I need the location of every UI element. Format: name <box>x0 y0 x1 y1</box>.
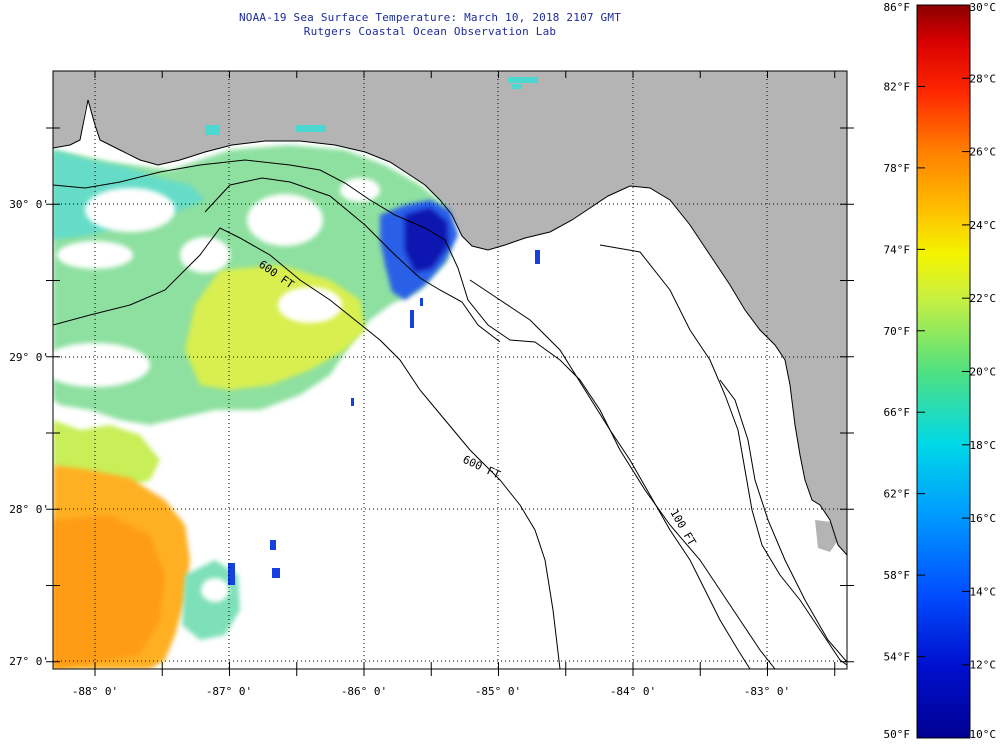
lon-label: -86° 0' <box>341 685 387 698</box>
lon-label: -88° 0' <box>72 685 118 698</box>
colorbar-c-label: 26°C <box>970 146 997 159</box>
colorbar-c-label: 18°C <box>970 439 997 452</box>
lon-axis: -88° 0' -87° 0' -86° 0' -85° 0' -84° 0' … <box>72 685 790 698</box>
lon-label: -84° 0' <box>610 685 656 698</box>
colorbar-c-label: 24°C <box>970 219 997 232</box>
colorbar-c-label: 14°C <box>970 585 997 598</box>
colorbar-f-label: 86°F <box>884 1 911 14</box>
map-frame <box>52 70 848 670</box>
lat-label: 29° 0' <box>9 351 49 364</box>
colorbar-f-label: 70°F <box>884 325 911 338</box>
land-mass <box>53 71 847 555</box>
colorbar-c-label: 22°C <box>970 292 997 305</box>
colorbar-c-label: 20°C <box>970 366 997 379</box>
colorbar-c-label: 12°C <box>970 659 997 672</box>
lon-label: -87° 0' <box>206 685 252 698</box>
colorbar-gradient <box>916 4 971 739</box>
colorbar-c-label: 28°C <box>970 72 997 85</box>
colorbar-f-label: 74°F <box>884 243 911 256</box>
map-title: NOAA-19 Sea Surface Temperature: March 1… <box>238 11 622 24</box>
sst-imagery <box>53 77 540 669</box>
colorbar-f-label: 54°F <box>884 651 911 664</box>
colorbar: 86°F 82°F 78°F 74°F 70°F 66°F 62°F 58°F 54°F 50°F… <box>884 1 997 741</box>
colorbar-f-label: 82°F <box>884 80 911 93</box>
colorbar-f-label: 66°F <box>884 406 911 419</box>
colorbar-f-label: 78°F <box>884 162 911 175</box>
axis-ticks <box>46 71 854 676</box>
colorbar-c-label: 30°C <box>970 1 997 14</box>
lon-label: -85° 0' <box>475 685 521 698</box>
lat-label: 27° 0' <box>9 655 49 668</box>
lat-label: 30° 0' <box>9 198 49 211</box>
contour-lines <box>53 99 847 669</box>
lon-label: -83° 0' <box>744 685 790 698</box>
colorbar-f-label: 58°F <box>884 569 911 582</box>
colorbar-c-label: 16°C <box>970 512 997 525</box>
colorbar-f-label: 50°F <box>884 728 911 741</box>
lat-axis: 30° 0' 29° 0' 28° 0' 27° 0' <box>9 198 49 668</box>
lat-label: 28° 0' <box>9 503 49 516</box>
graticule <box>53 71 847 669</box>
map-subtitle: Rutgers Coastal Ocean Observation Lab <box>303 25 557 38</box>
colorbar-f-label: 62°F <box>884 488 911 501</box>
isobath-600ft <box>53 227 561 669</box>
colorbar-c-label: 10°C <box>970 728 997 741</box>
